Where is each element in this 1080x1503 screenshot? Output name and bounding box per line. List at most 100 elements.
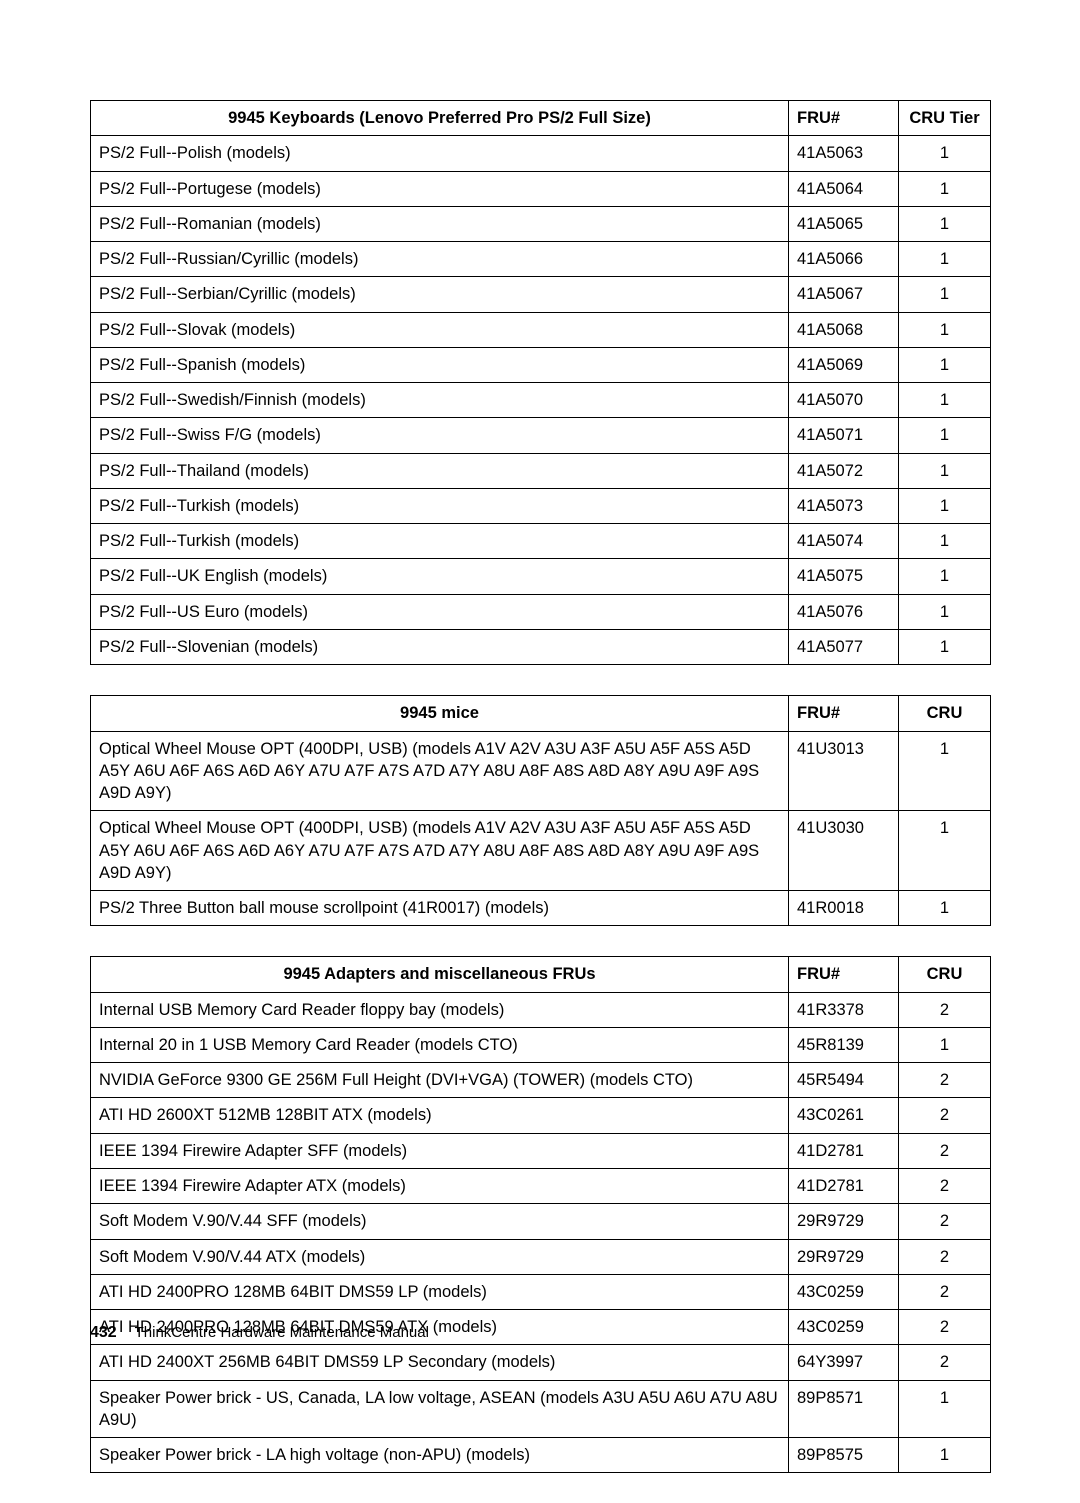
cell-desc: ATI HD 2400PRO 128MB 64BIT DMS59 LP (mod… <box>91 1274 789 1309</box>
adapters-tbody: Internal USB Memory Card Reader floppy b… <box>91 992 991 1473</box>
col-header-tier: CRU <box>899 696 991 731</box>
cell-fru: 41D2781 <box>789 1133 899 1168</box>
cell-tier: 2 <box>899 1204 991 1239</box>
table-row: PS/2 Full--Russian/Cyrillic (models)41A5… <box>91 242 991 277</box>
cell-tier: 2 <box>899 1239 991 1274</box>
cell-desc: Optical Wheel Mouse OPT (400DPI, USB) (m… <box>91 811 789 891</box>
table-row: PS/2 Full--US Euro (models)41A50761 <box>91 594 991 629</box>
cell-desc: PS/2 Three Button ball mouse scrollpoint… <box>91 891 789 926</box>
cell-desc: PS/2 Full--Swiss F/G (models) <box>91 418 789 453</box>
cell-fru: 64Y3997 <box>789 1345 899 1380</box>
cell-tier: 1 <box>899 1027 991 1062</box>
cell-tier: 2 <box>899 1274 991 1309</box>
table-row: Soft Modem V.90/V.44 SFF (models)29R9729… <box>91 1204 991 1239</box>
table-row: Speaker Power brick - US, Canada, LA low… <box>91 1380 991 1438</box>
col-header-desc: 9945 mice <box>91 696 789 731</box>
cell-desc: PS/2 Full--Turkish (models) <box>91 488 789 523</box>
cell-fru: 41A5064 <box>789 171 899 206</box>
col-header-fru: FRU# <box>789 101 899 136</box>
cell-tier: 1 <box>899 524 991 559</box>
cell-tier: 1 <box>899 171 991 206</box>
table-row: ATI HD 2600XT 512MB 128BIT ATX (models)4… <box>91 1098 991 1133</box>
cell-tier: 2 <box>899 1168 991 1203</box>
cell-tier: 1 <box>899 242 991 277</box>
table-row: PS/2 Full--UK English (models)41A50751 <box>91 559 991 594</box>
mice-tbody: Optical Wheel Mouse OPT (400DPI, USB) (m… <box>91 731 991 926</box>
col-header-tier: CRU Tier <box>899 101 991 136</box>
cell-tier: 1 <box>899 811 991 891</box>
keyboards-table: 9945 Keyboards (Lenovo Preferred Pro PS/… <box>90 100 991 665</box>
cell-desc: IEEE 1394 Firewire Adapter ATX (models) <box>91 1168 789 1203</box>
cell-fru: 41U3030 <box>789 811 899 891</box>
cell-tier: 1 <box>899 312 991 347</box>
cell-desc: NVIDIA GeForce 9300 GE 256M Full Height … <box>91 1063 789 1098</box>
table-row: Internal 20 in 1 USB Memory Card Reader … <box>91 1027 991 1062</box>
cell-desc: PS/2 Full--US Euro (models) <box>91 594 789 629</box>
cell-fru: 41A5068 <box>789 312 899 347</box>
cell-desc: Soft Modem V.90/V.44 ATX (models) <box>91 1239 789 1274</box>
table-row: PS/2 Full--Thailand (models)41A50721 <box>91 453 991 488</box>
table-row: ATI HD 2400PRO 128MB 64BIT DMS59 LP (mod… <box>91 1274 991 1309</box>
cell-fru: 29R9729 <box>789 1239 899 1274</box>
table-row: PS/2 Full--Swiss F/G (models)41A50711 <box>91 418 991 453</box>
cell-fru: 41A5063 <box>789 136 899 171</box>
table-row: PS/2 Full--Portugese (models)41A50641 <box>91 171 991 206</box>
cell-fru: 89P8575 <box>789 1438 899 1473</box>
cell-fru: 41A5073 <box>789 488 899 523</box>
cell-desc: PS/2 Full--Slovenian (models) <box>91 629 789 664</box>
cell-tier: 1 <box>899 453 991 488</box>
cell-tier: 1 <box>899 488 991 523</box>
cell-desc: PS/2 Full--Serbian/Cyrillic (models) <box>91 277 789 312</box>
cell-fru: 41A5069 <box>789 347 899 382</box>
table-row: PS/2 Full--Swedish/Finnish (models)41A50… <box>91 383 991 418</box>
cell-desc: Speaker Power brick - US, Canada, LA low… <box>91 1380 789 1438</box>
mice-table: 9945 mice FRU# CRU Optical Wheel Mouse O… <box>90 695 991 926</box>
table-row: PS/2 Full--Turkish (models)41A50731 <box>91 488 991 523</box>
cell-tier: 1 <box>899 277 991 312</box>
cell-desc: Optical Wheel Mouse OPT (400DPI, USB) (m… <box>91 731 789 811</box>
cell-tier: 2 <box>899 1310 991 1345</box>
table-row: Soft Modem V.90/V.44 ATX (models)29R9729… <box>91 1239 991 1274</box>
table-header-row: 9945 Keyboards (Lenovo Preferred Pro PS/… <box>91 101 991 136</box>
cell-desc: Soft Modem V.90/V.44 SFF (models) <box>91 1204 789 1239</box>
cell-desc: PS/2 Full--Romanian (models) <box>91 206 789 241</box>
cell-fru: 41U3013 <box>789 731 899 811</box>
cell-tier: 2 <box>899 1098 991 1133</box>
cell-fru: 43C0259 <box>789 1274 899 1309</box>
cell-tier: 2 <box>899 1345 991 1380</box>
cell-fru: 41A5072 <box>789 453 899 488</box>
table-header-row: 9945 Adapters and miscellaneous FRUs FRU… <box>91 957 991 992</box>
cell-tier: 1 <box>899 383 991 418</box>
cell-tier: 1 <box>899 731 991 811</box>
col-header-fru: FRU# <box>789 696 899 731</box>
table-row: PS/2 Full--Serbian/Cyrillic (models)41A5… <box>91 277 991 312</box>
table-row: Internal USB Memory Card Reader floppy b… <box>91 992 991 1027</box>
table-row: PS/2 Three Button ball mouse scrollpoint… <box>91 891 991 926</box>
page-content: 9945 Keyboards (Lenovo Preferred Pro PS/… <box>90 100 990 1503</box>
table-row: PS/2 Full--Turkish (models)41A50741 <box>91 524 991 559</box>
cell-fru: 41A5065 <box>789 206 899 241</box>
cell-tier: 1 <box>899 1438 991 1473</box>
cell-desc: PS/2 Full--Russian/Cyrillic (models) <box>91 242 789 277</box>
cell-desc: Internal 20 in 1 USB Memory Card Reader … <box>91 1027 789 1062</box>
table-row: IEEE 1394 Firewire Adapter SFF (models)4… <box>91 1133 991 1168</box>
cell-desc: IEEE 1394 Firewire Adapter SFF (models) <box>91 1133 789 1168</box>
cell-tier: 1 <box>899 559 991 594</box>
table-row: PS/2 Full--Romanian (models)41A50651 <box>91 206 991 241</box>
col-header-desc: 9945 Adapters and miscellaneous FRUs <box>91 957 789 992</box>
cell-desc: PS/2 Full--Slovak (models) <box>91 312 789 347</box>
adapters-table: 9945 Adapters and miscellaneous FRUs FRU… <box>90 956 991 1473</box>
cell-desc: Internal USB Memory Card Reader floppy b… <box>91 992 789 1027</box>
table-row: PS/2 Full--Slovak (models)41A50681 <box>91 312 991 347</box>
cell-fru: 41R3378 <box>789 992 899 1027</box>
cell-fru: 43C0261 <box>789 1098 899 1133</box>
footer-title: ThinkCentre Hardware Maintenance Manual <box>135 1324 429 1341</box>
table-header-row: 9945 mice FRU# CRU <box>91 696 991 731</box>
col-header-fru: FRU# <box>789 957 899 992</box>
cell-tier: 1 <box>899 206 991 241</box>
col-header-tier: CRU <box>899 957 991 992</box>
table-row: Optical Wheel Mouse OPT (400DPI, USB) (m… <box>91 731 991 811</box>
cell-desc: PS/2 Full--Swedish/Finnish (models) <box>91 383 789 418</box>
cell-tier: 1 <box>899 629 991 664</box>
cell-tier: 1 <box>899 891 991 926</box>
